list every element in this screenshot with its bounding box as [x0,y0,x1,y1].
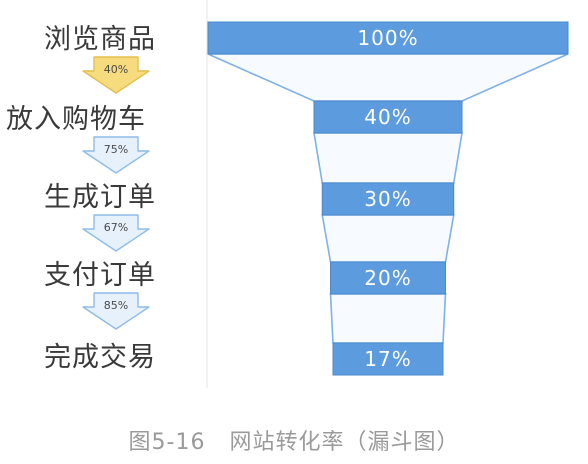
funnel-segment [313,132,463,184]
step-rate-label: 67% [104,221,128,234]
stage-label: 完成交易 [44,342,156,373]
bar-value-label: 40% [364,105,411,129]
step-rate-label: 75% [104,143,128,156]
figure-caption: 图5-16 网站转化率（漏斗图） [128,430,460,455]
bar-value-label: 30% [364,187,411,211]
funnel-bar [321,182,455,216]
funnel-segment [207,53,569,102]
step-arrows: 40% 75% 67% 85% [82,56,150,330]
bar-value-label: 20% [364,266,411,290]
step-arrow [82,292,150,330]
stage-label: 浏览商品 [44,24,156,55]
stage-label: 生成订单 [44,182,156,213]
funnel-bar [313,100,463,134]
funnel-bar [330,261,446,295]
bar-value-label: 100% [357,26,418,50]
stage-label: 支付订单 [44,260,156,291]
funnel-bar [332,342,444,376]
step-arrow [82,214,150,252]
funnel-bars: 100% 40% 30% 20% 17% [207,21,569,376]
bar-value-label: 17% [364,347,411,371]
step-rate-label: 85% [104,299,128,312]
step-rate-label: 40% [104,63,128,76]
step-arrow [82,136,150,174]
funnel-segment [321,214,455,263]
stage-label: 放入购物车 [6,104,146,135]
step-arrow [82,56,150,94]
funnel-segment [329,293,447,344]
funnel-bar [207,21,569,55]
